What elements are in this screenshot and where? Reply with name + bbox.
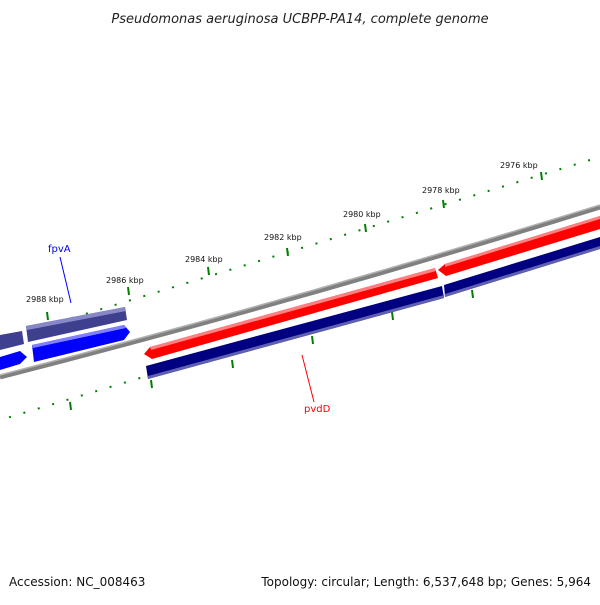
gene-reverse-right[interactable] [444, 237, 600, 297]
gene-pvdD-reverse[interactable] [146, 286, 444, 379]
accession-text: Accession: NC_008463 [9, 575, 145, 589]
gene-left-pale[interactable] [0, 331, 24, 350]
gene-fpvA[interactable] [32, 325, 130, 362]
pvdD-leader-line [301, 354, 315, 403]
scale-label: 2984 kbp [185, 255, 223, 264]
scale-label: 2978 kbp [422, 186, 460, 195]
scale-label: 2980 kbp [343, 210, 381, 219]
scale-labels: 2976 kbp 2978 kbp 2980 kbp 2982 kbp 2984… [26, 161, 538, 304]
gene-fpvA-pale[interactable] [26, 307, 127, 342]
major-ticks [46, 171, 564, 411]
gene-left-blue[interactable] [0, 351, 27, 370]
scale-label: 2976 kbp [500, 161, 538, 170]
gene-label-fpvA[interactable]: fpvA [48, 244, 71, 255]
scale-label: 2988 kbp [26, 295, 64, 304]
gene-label-pvdD[interactable]: pvdD [304, 404, 331, 415]
fpvA-leader-line [59, 256, 72, 304]
scale-label: 2986 kbp [106, 276, 144, 285]
genome-backbone [0, 204, 600, 380]
map-title: Pseudomonas aeruginosa UCBPP-PA14, compl… [111, 12, 488, 27]
scale-label: 2982 kbp [264, 233, 302, 242]
topology-text: Topology: circular; Length: 6,537,648 bp… [260, 575, 591, 589]
